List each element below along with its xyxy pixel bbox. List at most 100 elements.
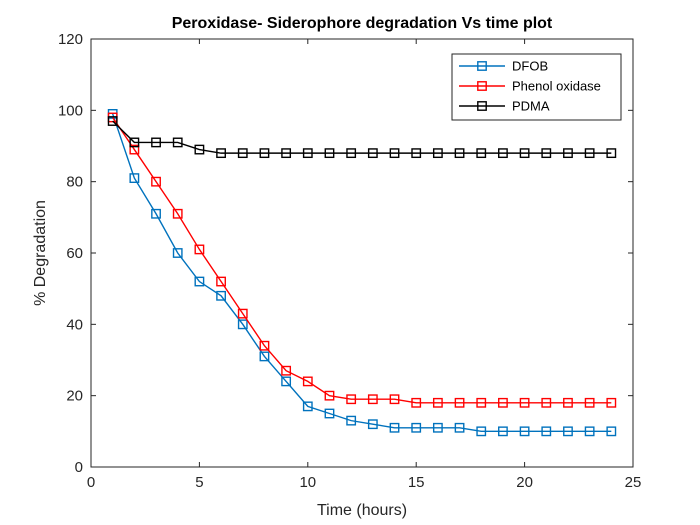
data-point-dfob bbox=[519, 426, 530, 437]
data-point-phenol-oxidase bbox=[584, 397, 595, 408]
y-tick-label: 120 bbox=[58, 31, 83, 48]
data-point-phenol-oxidase bbox=[411, 397, 422, 408]
data-point-phenol-oxidase bbox=[259, 340, 270, 351]
data-point-dfob bbox=[129, 173, 140, 183]
data-point-phenol-oxidase bbox=[454, 397, 465, 408]
legend-label-phenol-oxidase: Phenol oxidase bbox=[512, 79, 601, 94]
legend: DFOB Phenol oxidase PDMA bbox=[451, 53, 622, 121]
data-point-pdma bbox=[172, 137, 183, 148]
x-tick-label: 5 bbox=[195, 474, 203, 491]
data-point-pdma bbox=[281, 148, 292, 159]
data-point-pdma bbox=[237, 148, 248, 159]
data-point-pdma bbox=[498, 148, 508, 159]
data-point-pdma bbox=[411, 148, 422, 159]
chart-title: Peroxidase- Siderophore degradation Vs t… bbox=[172, 15, 553, 32]
legend-box bbox=[451, 53, 622, 121]
legend-item-dfob: DFOB bbox=[459, 59, 548, 74]
data-point-pdma bbox=[367, 148, 378, 159]
data-point-dfob bbox=[324, 408, 335, 419]
data-point-dfob bbox=[237, 319, 248, 330]
data-point-dfob bbox=[302, 401, 313, 412]
legend-marker-dfob bbox=[477, 61, 487, 71]
data-point-dfob bbox=[606, 426, 617, 437]
data-point-pdma bbox=[606, 148, 617, 159]
data-point-pdma bbox=[432, 148, 443, 159]
x-tick-label: 10 bbox=[299, 474, 316, 491]
y-tick-label: 100 bbox=[58, 102, 83, 119]
data-point-dfob bbox=[194, 276, 205, 287]
data-point-dfob bbox=[454, 422, 465, 433]
data-point-phenol-oxidase bbox=[194, 244, 205, 255]
data-point-dfob bbox=[367, 419, 378, 430]
x-tick-label: 20 bbox=[516, 474, 533, 491]
x-tick-label: 0 bbox=[87, 474, 95, 491]
data-point-phenol-oxidase bbox=[324, 390, 335, 401]
data-point-pdma bbox=[259, 148, 270, 159]
data-point-pdma bbox=[454, 148, 465, 159]
x-axis-title: Time (hours) bbox=[317, 502, 407, 519]
data-point-phenol-oxidase bbox=[606, 397, 617, 408]
y-tick-label: 80 bbox=[66, 174, 83, 191]
data-point-phenol-oxidase bbox=[151, 176, 161, 187]
data-point-pdma bbox=[346, 148, 357, 159]
data-point-phenol-oxidase bbox=[302, 376, 313, 387]
data-point-phenol-oxidase bbox=[237, 308, 248, 319]
data-point-pdma bbox=[129, 137, 140, 148]
data-point-phenol-oxidase bbox=[129, 144, 140, 155]
data-point-phenol-oxidase bbox=[563, 397, 573, 408]
data-point-phenol-oxidase bbox=[172, 208, 183, 219]
data-point-dfob bbox=[411, 422, 422, 433]
data-point-pdma bbox=[541, 148, 552, 159]
series-layer bbox=[107, 108, 617, 437]
data-point-dfob bbox=[432, 422, 443, 433]
data-point-dfob bbox=[476, 426, 487, 437]
data-point-phenol-oxidase bbox=[498, 397, 508, 408]
legend-marker-pdma bbox=[477, 101, 487, 111]
data-point-pdma bbox=[324, 148, 335, 159]
series-phenol-oxidase bbox=[107, 112, 617, 408]
data-point-phenol-oxidase bbox=[367, 394, 378, 405]
data-point-phenol-oxidase bbox=[281, 365, 292, 376]
data-point-pdma bbox=[519, 148, 530, 159]
data-point-dfob bbox=[172, 248, 183, 258]
data-point-dfob bbox=[563, 426, 573, 437]
y-axis-title: % Degradation bbox=[32, 200, 49, 306]
data-point-phenol-oxidase bbox=[476, 397, 487, 408]
y-tick-label: 20 bbox=[66, 388, 83, 405]
data-point-dfob bbox=[281, 376, 292, 387]
data-point-dfob bbox=[541, 426, 552, 437]
data-point-pdma bbox=[563, 148, 573, 159]
series-pdma bbox=[107, 116, 617, 159]
data-point-dfob bbox=[498, 426, 508, 437]
y-tick-label: 60 bbox=[66, 245, 83, 262]
data-point-pdma bbox=[107, 116, 118, 126]
data-point-pdma bbox=[584, 148, 595, 159]
x-tick-label: 15 bbox=[408, 474, 425, 491]
axes-layer: 0 5 10 15 20 25 0 20 40 60 80 100 120 bbox=[58, 31, 641, 491]
data-point-dfob bbox=[259, 351, 270, 362]
data-point-phenol-oxidase bbox=[432, 397, 443, 408]
legend-marker-phenol-oxidase bbox=[477, 81, 487, 91]
legend-item-phenol-oxidase: Phenol oxidase bbox=[459, 79, 601, 94]
legend-item-pdma: PDMA bbox=[459, 99, 550, 114]
data-point-pdma bbox=[476, 148, 487, 159]
data-point-pdma bbox=[389, 148, 400, 159]
data-point-dfob bbox=[216, 290, 226, 301]
y-tick-label: 0 bbox=[75, 459, 83, 476]
data-point-dfob bbox=[346, 415, 357, 426]
y-tick-label: 40 bbox=[66, 316, 83, 333]
x-tick-label: 25 bbox=[625, 474, 642, 491]
data-point-pdma bbox=[151, 137, 161, 148]
data-point-phenol-oxidase bbox=[216, 276, 226, 287]
data-point-phenol-oxidase bbox=[389, 394, 400, 405]
data-point-dfob bbox=[584, 426, 595, 437]
data-point-pdma bbox=[216, 148, 226, 159]
data-point-phenol-oxidase bbox=[519, 397, 530, 408]
data-point-phenol-oxidase bbox=[541, 397, 552, 408]
data-point-pdma bbox=[302, 148, 313, 159]
data-point-phenol-oxidase bbox=[346, 394, 357, 405]
data-point-pdma bbox=[194, 144, 205, 155]
legend-label-pdma: PDMA bbox=[512, 99, 550, 114]
